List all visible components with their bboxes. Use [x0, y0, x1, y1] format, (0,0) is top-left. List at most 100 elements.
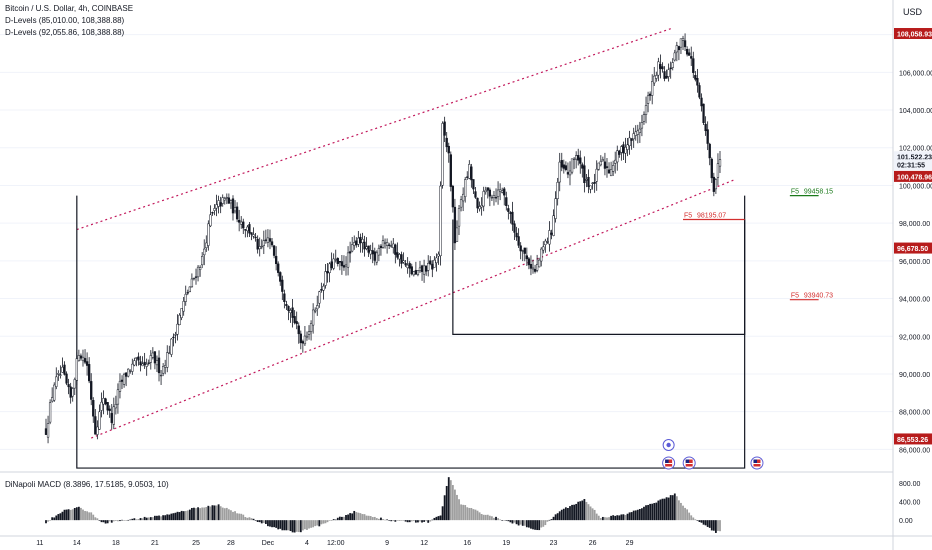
event-icons[interactable] — [662, 439, 764, 470]
candle-body — [363, 241, 366, 250]
candle-body — [441, 123, 444, 186]
macd-bar — [425, 520, 428, 522]
candle-body — [106, 402, 109, 411]
candle-body — [392, 243, 395, 248]
candle-body — [145, 363, 148, 367]
candle-body — [394, 244, 397, 255]
macd-legend[interactable]: DiNapoli MACD (8.3896, 17.5185, 9.0503, … — [5, 480, 169, 489]
candle-body — [513, 223, 516, 233]
macd-bar — [184, 510, 187, 521]
candle-body — [449, 154, 452, 187]
macd-bar — [98, 520, 101, 521]
candle-body — [420, 265, 424, 272]
macd-bar — [427, 520, 430, 523]
candle-body — [217, 200, 220, 207]
macd-bar — [145, 517, 148, 521]
candle-body — [529, 264, 533, 269]
candle-body — [336, 258, 339, 264]
macd-bar — [125, 520, 128, 521]
candle-body — [453, 206, 457, 244]
candle-body — [577, 155, 580, 161]
candle-body — [44, 428, 48, 435]
macd-bar — [517, 520, 520, 526]
candle-body — [480, 205, 483, 208]
price-tick-label: 104,000.00 — [899, 108, 932, 115]
candle-body — [644, 105, 648, 115]
macd-bar — [562, 508, 565, 521]
macd-bar — [628, 512, 631, 521]
candle-body — [511, 211, 514, 225]
fib-level-label: F5 — [791, 189, 799, 196]
indicator-d-levels-2[interactable]: D-Levels (92,055.86, 108,388.88) — [5, 28, 125, 37]
macd-bar — [386, 519, 389, 521]
candle-body — [437, 253, 440, 257]
macd-bar — [659, 499, 662, 521]
time-axis[interactable]: 11 14 18 21 25 28 Dec 4 12:00 9 12 16 19 23 26 29 — [0, 535, 932, 547]
macd-histogram — [45, 477, 721, 533]
macd-bar — [129, 519, 132, 521]
macd-bar — [172, 513, 175, 521]
macd-bar — [470, 507, 473, 521]
candle-body — [443, 121, 446, 136]
macd-bar — [525, 520, 528, 528]
macd-bar — [258, 520, 261, 523]
macd-bar — [110, 520, 113, 523]
indicator-d-levels-1[interactable]: D-Levels (85,010.00, 108,388.88) — [5, 16, 125, 25]
macd-bar — [478, 512, 481, 521]
candle-body — [172, 336, 175, 339]
macd-bar — [618, 515, 621, 521]
fib-level-value: 98195.07 — [697, 212, 726, 219]
candle-body — [348, 251, 352, 254]
macd-bar — [147, 517, 150, 521]
macd-bar — [548, 519, 551, 521]
candle-body — [340, 261, 344, 267]
macd-bar — [365, 515, 368, 521]
candle-body — [242, 221, 245, 229]
price-badge — [894, 242, 932, 254]
macd-bar — [680, 502, 682, 521]
macd-bar — [336, 517, 339, 521]
macd-bar — [279, 520, 282, 529]
macd-bar — [651, 503, 654, 521]
candle-body — [692, 58, 695, 73]
candle-body — [110, 413, 113, 423]
macd-bar — [482, 514, 485, 521]
candle-body — [461, 193, 465, 202]
candle-body — [716, 163, 720, 178]
candle-body — [305, 335, 309, 338]
macd-bar — [612, 515, 615, 521]
macd-bar — [357, 512, 360, 521]
event-marker-icon[interactable] — [662, 439, 675, 451]
macd-bar — [123, 520, 125, 521]
macd-bar — [704, 520, 707, 526]
candle-body — [410, 266, 413, 275]
macd-bar — [304, 520, 306, 530]
macd-bar — [106, 520, 109, 524]
macd-bar — [92, 514, 95, 521]
candle-body — [322, 285, 325, 291]
candle-body — [663, 71, 666, 79]
us-flag-event-icon[interactable] — [750, 456, 764, 470]
candle-body — [342, 265, 346, 268]
us-flag-event-icon[interactable] — [682, 456, 696, 470]
macd-bar — [234, 511, 236, 521]
candle-body — [88, 364, 91, 382]
macd-bar — [371, 517, 374, 521]
candle-body — [166, 352, 169, 368]
candle-body — [466, 176, 469, 178]
candle-body — [564, 165, 568, 170]
us-flag-event-icon[interactable] — [662, 456, 676, 470]
candle-body — [176, 323, 179, 335]
macd-tick-label: 400.00 — [899, 500, 921, 507]
macd-bar — [443, 495, 446, 521]
candle-body — [369, 250, 372, 255]
currency-label[interactable]: USD — [903, 7, 923, 17]
candle-body — [63, 364, 66, 375]
candle-body — [184, 293, 187, 302]
candle-body — [550, 232, 553, 235]
macd-bar — [301, 520, 304, 531]
macd-bar — [653, 503, 656, 521]
candle-body — [55, 376, 58, 387]
